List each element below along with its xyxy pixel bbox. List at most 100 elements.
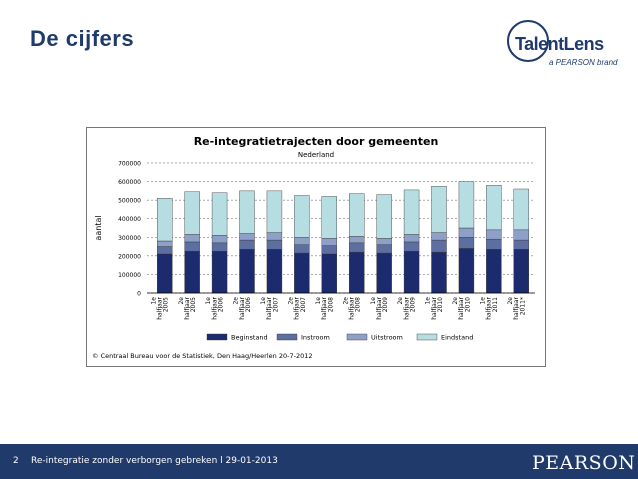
bar-beginstand — [349, 251, 365, 294]
bar-instroom — [376, 244, 392, 254]
bar-eindstand — [239, 190, 255, 234]
bar-uitstroom — [513, 229, 529, 241]
y-tick-label: 400000 — [118, 216, 141, 223]
bar-instroom — [349, 242, 365, 253]
x-tick-label: 1ehalfjaar2009 — [370, 296, 389, 319]
bar-instroom — [321, 245, 337, 255]
bar-uitstroom — [184, 234, 200, 243]
bar-eindstand — [431, 186, 447, 233]
x-tick-label: 2ehalfjaar2010 — [452, 296, 471, 319]
bar-beginstand — [294, 252, 310, 294]
bar-eindstand — [349, 193, 365, 237]
bar-instroom — [403, 241, 420, 252]
x-tick-label: 1ehalfjaar2005 — [150, 296, 169, 319]
bar-uitstroom — [157, 240, 173, 247]
bar-instroom — [239, 239, 255, 250]
x-tick-label: 1ehalfjaar2010 — [425, 296, 444, 319]
bar-instroom — [294, 244, 310, 254]
bar-beginstand — [239, 249, 255, 294]
logo-ring-icon — [507, 20, 549, 62]
bar-uitstroom — [266, 232, 283, 241]
bar-uitstroom — [458, 227, 475, 238]
legend-swatch-uitstroom — [346, 333, 368, 341]
y-tick-label: 100000 — [118, 272, 141, 279]
bar-uitstroom — [403, 234, 420, 243]
bar-uitstroom — [239, 233, 255, 241]
bar-beginstand — [157, 253, 173, 294]
bar-beginstand — [321, 253, 337, 294]
bar-instroom — [431, 239, 447, 253]
legend-label-eindstand: Eindstand — [441, 334, 473, 342]
bar-chart: Re-integratietrajecten door gemeenten Ned… — [92, 135, 535, 360]
x-tick-label: 1ehalfjaar2008 — [315, 296, 334, 319]
y-tick-label: 300000 — [118, 235, 141, 242]
bar-uitstroom — [211, 235, 228, 244]
bar-uitstroom — [376, 238, 392, 245]
bar-eindstand — [157, 198, 173, 242]
bar-eindstand — [321, 196, 337, 239]
y-tick-label: 500000 — [118, 198, 141, 205]
pearson-logo: PEARSON — [532, 452, 636, 474]
bar-eindstand — [513, 188, 529, 231]
bar-uitstroom — [294, 237, 310, 245]
legend-label-instroom: Instroom — [301, 334, 330, 342]
x-tick-label: 1ehalfjaar2011 — [479, 296, 498, 319]
talentlens-logo: TalentLens a PEARSON brand — [505, 20, 630, 70]
page-title: De cijfers — [30, 26, 135, 51]
bar-eindstand — [184, 191, 200, 235]
footer-bar: 2 Re-integratie zonder verborgen gebreke… — [0, 444, 638, 479]
legend-swatch-eindstand — [416, 333, 438, 341]
logo-main-text: TalentLens — [515, 34, 604, 54]
bar-beginstand — [513, 249, 529, 294]
bar-instroom — [486, 238, 502, 250]
bar-beginstand — [266, 249, 283, 294]
x-tick-label: 2ehalfjaar2006 — [233, 296, 252, 319]
bar-beginstand — [458, 248, 475, 294]
legend-swatch-beginstand — [206, 333, 228, 341]
bar-uitstroom — [431, 232, 447, 241]
bar-uitstroom — [349, 236, 365, 244]
legend-label-uitstroom: Uitstroom — [371, 334, 403, 342]
x-tick-label: 2ehalfjaar2005 — [178, 296, 197, 319]
x-tick-label: 2ehalfjaar2008 — [342, 296, 361, 319]
x-tick-label: 1ehalfjaar2007 — [260, 296, 279, 319]
legend-swatch-instroom — [276, 333, 298, 341]
chart-container: Re-integratietrajecten door gemeenten Ned… — [86, 127, 546, 367]
bar-uitstroom — [486, 229, 502, 240]
y-tick-label: 200000 — [118, 253, 141, 260]
x-tick-label: 2ehalfjaar2011* — [507, 296, 526, 319]
footer-text: Re-integratie zonder verborgen gebreken … — [31, 456, 278, 466]
y-axis-label: aantal — [94, 215, 103, 240]
bar-beginstand — [403, 251, 420, 294]
chart-title: Re-integratietrajecten door gemeenten — [194, 135, 439, 148]
bar-eindstand — [266, 190, 283, 233]
bar-instroom — [157, 246, 173, 255]
x-tick-label: 2ehalfjaar2009 — [397, 296, 416, 319]
bar-eindstand — [376, 194, 392, 239]
bar-eindstand — [458, 181, 475, 229]
y-tick-label: 600000 — [118, 179, 141, 186]
bar-beginstand — [184, 251, 200, 294]
logo-sub-text: a PEARSON brand — [549, 58, 618, 67]
slide-number: 2 — [13, 456, 19, 466]
bar-instroom — [211, 242, 228, 252]
chart-source: © Centraal Bureau voor de Statistiek, De… — [92, 352, 313, 360]
bar-instroom — [266, 239, 283, 250]
chart-subtitle: Nederland — [298, 151, 334, 159]
bar-beginstand — [431, 251, 447, 294]
y-tick-label: 700000 — [118, 161, 141, 168]
legend-label-beginstand: Beginstand — [231, 334, 268, 342]
bar-instroom — [458, 237, 475, 249]
x-tick-label: 2ehalfjaar2007 — [287, 296, 306, 319]
bar-beginstand — [376, 252, 392, 294]
bar-eindstand — [486, 185, 502, 231]
x-tick-label: 1ehalfjaar2006 — [205, 296, 224, 319]
bar-eindstand — [403, 189, 420, 235]
bar-uitstroom — [321, 238, 337, 246]
bar-beginstand — [211, 251, 228, 294]
bar-eindstand — [294, 195, 310, 238]
bar-beginstand — [486, 249, 502, 294]
bar-instroom — [513, 239, 529, 250]
y-tick-label: 0 — [137, 291, 141, 298]
bar-instroom — [184, 241, 200, 252]
